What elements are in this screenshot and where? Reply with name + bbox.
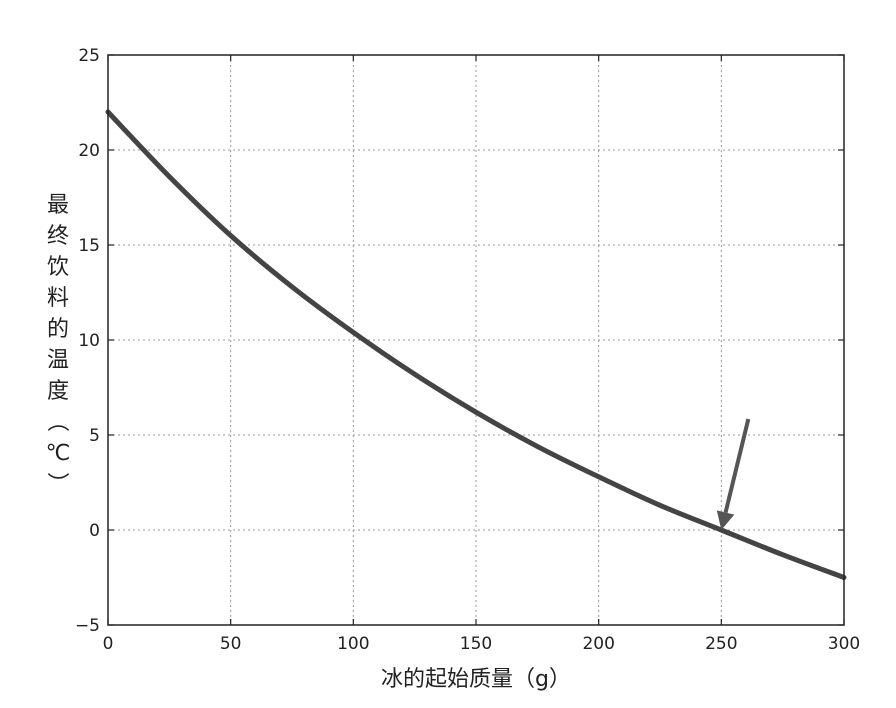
- y-tick-label: 20: [78, 141, 100, 161]
- y-axis-title-char: 的: [47, 317, 69, 342]
- y-axis-title-char: 料: [47, 286, 69, 311]
- y-tick-label: −5: [75, 616, 100, 636]
- y-axis-title-char: （: [44, 410, 69, 432]
- x-tick-label: 100: [337, 634, 369, 654]
- annotation-layer: [716, 418, 751, 530]
- y-axis-title-char: 饮: [47, 255, 69, 280]
- y-tick-label: 5: [89, 426, 100, 446]
- y-tick-label: 15: [78, 236, 100, 256]
- x-tick-label: 150: [460, 634, 492, 654]
- y-tick-label: 0: [89, 521, 100, 541]
- x-tick-label: 200: [582, 634, 614, 654]
- y-tick-label: 25: [78, 46, 100, 66]
- grid: [108, 55, 844, 625]
- y-axis-title-char: ℃: [46, 441, 71, 466]
- y-axis-title-char: ）: [44, 472, 69, 494]
- y-axis-title-char: 终: [47, 224, 69, 249]
- y-axis-title-char: 最: [47, 193, 69, 218]
- series-layer: [105, 109, 847, 580]
- y-axis-title-char: 度: [47, 379, 69, 404]
- x-tick-label: 0: [103, 634, 114, 654]
- x-tick-label: 250: [705, 634, 737, 654]
- x-axis-title: 冰的起始质量（g）: [381, 667, 571, 692]
- y-axis-title-char: 温: [47, 348, 69, 373]
- annotation-arrow-head: [716, 510, 735, 530]
- series-line: [105, 109, 847, 580]
- x-tick-label: 300: [828, 634, 860, 654]
- y-tick-label: 10: [78, 331, 100, 351]
- x-tick-label: 50: [220, 634, 242, 654]
- annotation-arrow-shaft: [723, 418, 751, 513]
